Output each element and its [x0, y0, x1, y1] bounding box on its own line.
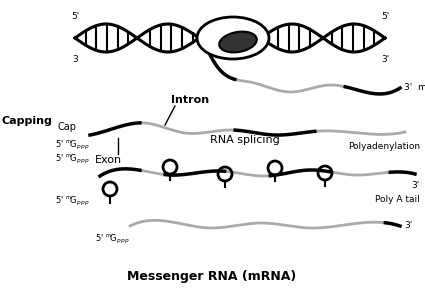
Ellipse shape — [197, 17, 269, 59]
Text: 5' $^m\!$G$_{ppp}$: 5' $^m\!$G$_{ppp}$ — [95, 233, 130, 246]
Text: Polyadenylation: Polyadenylation — [348, 142, 420, 151]
Text: Capping: Capping — [2, 116, 53, 126]
Text: RNA splicing: RNA splicing — [210, 135, 280, 145]
Text: 5' $^m\!$G$_{ppp}$: 5' $^m\!$G$_{ppp}$ — [55, 153, 89, 166]
Ellipse shape — [219, 32, 257, 52]
Text: 3': 3' — [412, 181, 420, 190]
Text: Cap: Cap — [58, 122, 77, 132]
Text: 5' $^m\!$G$_{ppp}$: 5' $^m\!$G$_{ppp}$ — [55, 139, 89, 152]
Text: 3': 3' — [381, 55, 389, 64]
Text: 3': 3' — [404, 220, 412, 230]
Text: 5': 5' — [71, 12, 79, 21]
Text: Poly A tail: Poly A tail — [375, 195, 420, 204]
Text: 5' $^m\!$G$_{ppp}$: 5' $^m\!$G$_{ppp}$ — [55, 195, 89, 208]
Text: 5': 5' — [381, 12, 389, 21]
Text: Exon: Exon — [94, 155, 122, 165]
Text: Messenger RNA (mRNA): Messenger RNA (mRNA) — [128, 270, 297, 283]
Text: Intron: Intron — [171, 95, 209, 105]
Text: 3'  m RNA: 3' m RNA — [404, 83, 425, 92]
Text: 3: 3 — [72, 55, 78, 64]
